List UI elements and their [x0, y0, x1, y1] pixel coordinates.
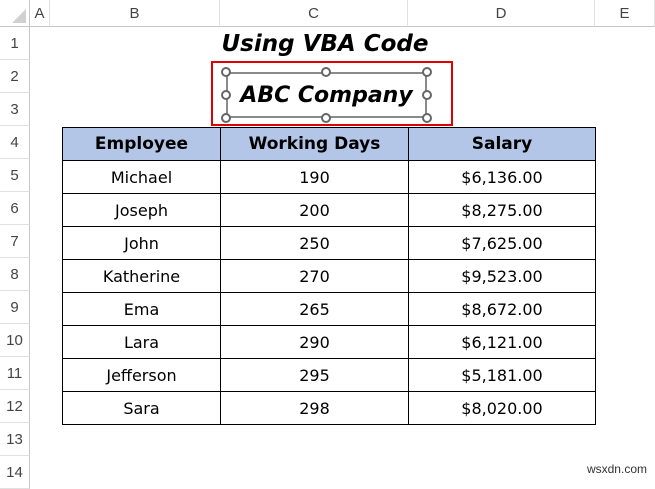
row-header-5[interactable]: 5: [0, 159, 30, 192]
row-header-1[interactable]: 1: [0, 27, 30, 60]
cell-working-days[interactable]: 265: [220, 292, 409, 326]
row-header-11[interactable]: 11: [0, 357, 30, 390]
table-row: Lara 290 $6,121.00: [62, 325, 596, 359]
column-header-a[interactable]: A: [30, 0, 50, 27]
column-header-d[interactable]: D: [408, 0, 595, 27]
table-row: Jefferson 295 $5,181.00: [62, 358, 596, 392]
row-header-13[interactable]: 13: [0, 423, 30, 456]
textbox-text: ABC Company: [240, 82, 413, 108]
cell-salary[interactable]: $8,672.00: [408, 292, 596, 326]
cell-salary[interactable]: $5,181.00: [408, 358, 596, 392]
column-header-c[interactable]: C: [220, 0, 408, 27]
cell-employee[interactable]: Jefferson: [62, 358, 221, 392]
table-row: John 250 $7,625.00: [62, 226, 596, 260]
employee-table: Employee Working Days Salary Michael 190 $…: [62, 127, 596, 425]
sheet-title: Using VBA Code: [221, 30, 429, 57]
cell-employee[interactable]: Katherine: [62, 259, 221, 293]
watermark: wsxdn.com: [586, 462, 647, 476]
row-header-14[interactable]: 14: [0, 456, 30, 489]
row-header-6[interactable]: 6: [0, 192, 30, 225]
row-header-10[interactable]: 10: [0, 324, 30, 357]
cell-employee[interactable]: Joseph: [62, 193, 221, 227]
resize-handle[interactable]: [422, 67, 432, 77]
header-salary[interactable]: Salary: [408, 127, 596, 161]
cell-salary[interactable]: $9,523.00: [408, 259, 596, 293]
header-working-days[interactable]: Working Days: [220, 127, 409, 161]
highlight-box: [211, 61, 453, 126]
row-header-7[interactable]: 7: [0, 225, 30, 258]
cell-employee[interactable]: Ema: [62, 292, 221, 326]
header-employee[interactable]: Employee: [62, 127, 221, 161]
textbox-shape[interactable]: ABC Company: [226, 72, 427, 118]
row-header-3[interactable]: 3: [0, 93, 30, 126]
cell-working-days[interactable]: 270: [220, 259, 409, 293]
row-header-12[interactable]: 12: [0, 390, 30, 423]
cell-working-days[interactable]: 298: [220, 391, 409, 425]
cell-salary[interactable]: $6,121.00: [408, 325, 596, 359]
table-header-row: Employee Working Days Salary: [62, 127, 596, 161]
cell-working-days[interactable]: 295: [220, 358, 409, 392]
cell-working-days[interactable]: 290: [220, 325, 409, 359]
cell-salary[interactable]: $8,275.00: [408, 193, 596, 227]
cell-employee[interactable]: Lara: [62, 325, 221, 359]
cell-employee[interactable]: John: [62, 226, 221, 260]
table-row: Sara 298 $8,020.00: [62, 391, 596, 425]
resize-handle[interactable]: [221, 90, 231, 100]
resize-handle[interactable]: [422, 113, 432, 123]
cell-salary[interactable]: $8,020.00: [408, 391, 596, 425]
table-row: Ema 265 $8,672.00: [62, 292, 596, 326]
resize-handle[interactable]: [321, 67, 331, 77]
cell-working-days[interactable]: 250: [220, 226, 409, 260]
select-all-button[interactable]: [0, 0, 30, 27]
column-header-b[interactable]: B: [50, 0, 220, 27]
column-header-e[interactable]: E: [595, 0, 655, 27]
resize-handle[interactable]: [321, 113, 331, 123]
row-header-2[interactable]: 2: [0, 60, 30, 93]
cell-working-days[interactable]: 200: [220, 193, 409, 227]
resize-handle[interactable]: [422, 90, 432, 100]
resize-handle[interactable]: [221, 67, 231, 77]
row-header-8[interactable]: 8: [0, 258, 30, 291]
cell-employee[interactable]: Sara: [62, 391, 221, 425]
row-header-4[interactable]: 4: [0, 126, 30, 159]
table-row: Joseph 200 $8,275.00: [62, 193, 596, 227]
resize-handle[interactable]: [221, 113, 231, 123]
row-header-9[interactable]: 9: [0, 291, 30, 324]
table-row: Michael 190 $6,136.00: [62, 160, 596, 194]
table-row: Katherine 270 $9,523.00: [62, 259, 596, 293]
cell-employee[interactable]: Michael: [62, 160, 221, 194]
cell-salary[interactable]: $6,136.00: [408, 160, 596, 194]
cell-salary[interactable]: $7,625.00: [408, 226, 596, 260]
cell-working-days[interactable]: 190: [220, 160, 409, 194]
